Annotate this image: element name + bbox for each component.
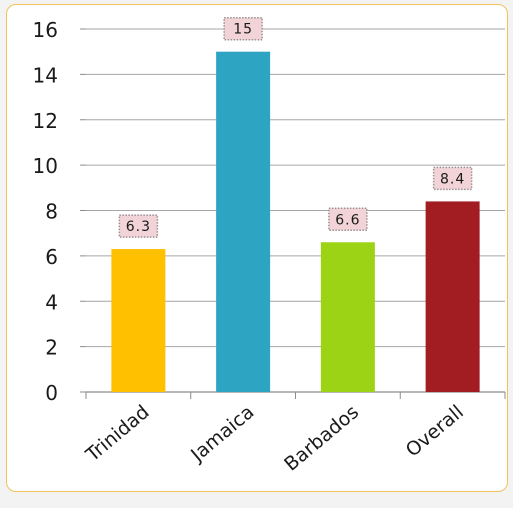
- bars: [111, 51, 480, 392]
- data-label: 15: [233, 22, 253, 38]
- bar-trinidad: [111, 249, 166, 392]
- y-tick-label: 8: [45, 200, 58, 224]
- data-label: 6.3: [126, 219, 151, 235]
- y-tick-label: 4: [45, 290, 58, 314]
- y-tick-label: 12: [33, 109, 58, 133]
- x-tick-label: Trinidad: [81, 401, 153, 467]
- x-axis-ticks: Trinidad Jamaica Barbados Overall: [81, 392, 506, 476]
- data-label-box: [432, 166, 473, 191]
- x-tick-label: Barbados: [280, 401, 363, 476]
- bar-overall: [425, 201, 480, 392]
- data-label: 6.6: [335, 212, 360, 228]
- bar-jamaica: [216, 51, 271, 392]
- y-tick-label: 14: [33, 63, 58, 87]
- x-tick-label: Overall: [402, 401, 468, 462]
- data-label: 8.4: [440, 171, 465, 187]
- data-label-box: [223, 16, 263, 41]
- y-tick-label: 2: [45, 336, 58, 360]
- x-tick-label: Jamaica: [186, 401, 258, 467]
- data-label-box: [118, 214, 159, 238]
- y-tick-label: 16: [33, 18, 58, 42]
- y-axis-ticks: 0 2 4 6 8 10 12 14 16: [33, 18, 86, 405]
- y-tick-label: 0: [45, 381, 58, 405]
- bar-barbados: [320, 242, 375, 392]
- y-tick-label: 10: [33, 154, 58, 178]
- data-label-box: [328, 207, 368, 232]
- y-tick-label: 6: [45, 245, 58, 269]
- data-labels: 6.3 15 6.6 8.4: [118, 16, 473, 238]
